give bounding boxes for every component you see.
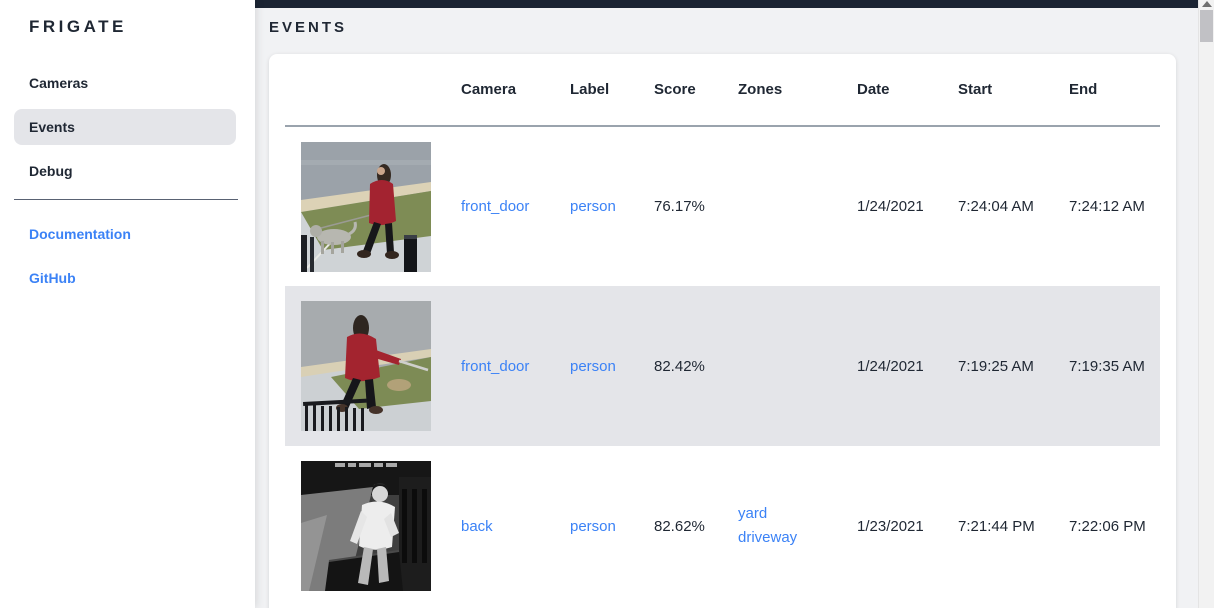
vertical-scrollbar[interactable] (1198, 0, 1214, 608)
events-card: Camera Label Score Zones Date Start End (269, 54, 1176, 608)
events-table: Camera Label Score Zones Date Start End (285, 54, 1160, 606)
event-thumbnail[interactable] (301, 301, 431, 431)
end-time: 7:19:35 AM (1069, 357, 1145, 375)
sidebar-item-label: Debug (29, 163, 73, 179)
column-header-label: Label (554, 54, 638, 127)
sidebar-link-github[interactable]: GitHub (14, 260, 236, 296)
end-time: 7:22:06 PM (1069, 517, 1146, 535)
start-time: 7:19:25 AM (958, 357, 1034, 375)
label-link[interactable]: person (570, 198, 616, 215)
column-header-date: Date (841, 54, 942, 127)
app-title: FRIGATE (29, 17, 127, 36)
events-table-body: front_door person 76.17% 1/24/2021 7:24:… (285, 126, 1160, 606)
column-header-end: End (1053, 54, 1160, 127)
page-title: EVENTS (269, 19, 348, 36)
sidebar-item-label: Events (29, 119, 75, 135)
zone-link[interactable]: yard (738, 505, 768, 522)
date-value: 1/23/2021 (857, 517, 924, 535)
thumbnail-image (301, 461, 431, 591)
column-header-thumbnail (285, 54, 445, 127)
event-row[interactable]: front_door person 82.42% 1/24/2021 7:19:… (285, 286, 1160, 446)
table-header-row: Camera Label Score Zones Date Start End (285, 54, 1160, 127)
main-content: EVENTS Camera Label Score Zones Date Start End (255, 0, 1198, 608)
score-value: 76.17% (654, 198, 705, 215)
event-row[interactable]: front_door person 76.17% 1/24/2021 7:24:… (285, 126, 1160, 286)
thumbnail-image (301, 141, 431, 272)
thumbnail-cell (285, 446, 445, 606)
date-value: 1/24/2021 (857, 357, 924, 375)
label-link[interactable]: person (570, 357, 616, 375)
sidebar-item-debug[interactable]: Debug (14, 153, 236, 189)
zones-cell (722, 126, 841, 286)
column-header-score: Score (638, 54, 722, 127)
score-value: 82.62% (654, 517, 705, 535)
sidebar-item-events[interactable]: Events (14, 109, 236, 145)
sidebar: FRIGATE Cameras Events Debug Documentation… (0, 0, 255, 608)
sidebar-nav: Cameras Events Debug (0, 65, 255, 189)
camera-link[interactable]: front_door (461, 357, 530, 375)
start-time: 7:24:04 AM (958, 198, 1034, 215)
start-time: 7:21:44 PM (958, 517, 1035, 535)
sidebar-link-label: GitHub (29, 270, 76, 286)
zones-cell: yard driveway (722, 446, 841, 606)
zones-cell (722, 286, 841, 446)
camera-link[interactable]: front_door (461, 198, 530, 215)
label-link[interactable]: person (570, 517, 616, 535)
camera-link[interactable]: back (461, 517, 493, 535)
sidebar-link-documentation[interactable]: Documentation (14, 216, 236, 252)
column-header-zones: Zones (722, 54, 841, 127)
sidebar-item-cameras[interactable]: Cameras (14, 65, 236, 101)
column-header-camera: Camera (445, 54, 554, 127)
event-row[interactable]: back person 82.62% yard driveway 1/23/202… (285, 446, 1160, 606)
zone-link[interactable]: driveway (738, 529, 798, 546)
scrollbar-up-arrow-icon[interactable] (1201, 1, 1212, 7)
sidebar-divider (14, 199, 238, 200)
sidebar-link-label: Documentation (29, 226, 131, 242)
sidebar-links: Documentation GitHub (0, 216, 255, 296)
column-header-start: Start (942, 54, 1053, 127)
end-time: 7:24:12 AM (1069, 198, 1145, 215)
top-bar (255, 0, 1198, 8)
score-value: 82.42% (654, 357, 705, 375)
thumbnail-cell (285, 126, 445, 286)
date-value: 1/24/2021 (857, 198, 924, 215)
scrollbar-thumb[interactable] (1200, 10, 1213, 42)
thumbnail-image (301, 301, 431, 431)
thumbnail-cell (285, 286, 445, 446)
sidebar-item-label: Cameras (29, 75, 89, 91)
event-thumbnail[interactable] (301, 141, 431, 272)
event-thumbnail[interactable] (301, 461, 431, 591)
